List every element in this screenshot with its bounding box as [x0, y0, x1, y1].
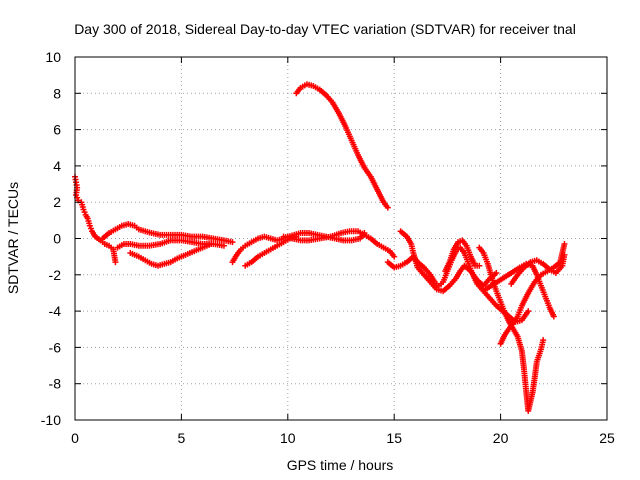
data-point — [384, 204, 391, 211]
x-axis-label: GPS time / hours — [287, 457, 394, 473]
x-tick-label: 0 — [71, 430, 79, 446]
data-point — [391, 253, 398, 260]
series-loop-a — [99, 220, 236, 246]
data-point — [229, 239, 236, 246]
y-tick-label: -2 — [49, 267, 62, 283]
data-point — [561, 240, 568, 247]
data-point — [525, 308, 532, 315]
data-point — [550, 313, 557, 320]
y-tick-label: 0 — [53, 231, 61, 247]
x-tick-label: 5 — [178, 430, 186, 446]
y-tick-label: 6 — [53, 122, 61, 138]
series-segment-22 — [508, 251, 568, 287]
x-tick-label: 25 — [599, 430, 615, 446]
series-segment-19 — [476, 244, 547, 414]
y-tick-label: -8 — [49, 376, 62, 392]
data-point — [540, 337, 547, 344]
series-peak — [293, 81, 391, 211]
x-tick-label: 15 — [386, 430, 402, 446]
y-tick-label: -10 — [41, 412, 61, 428]
data-point — [208, 240, 215, 247]
y-tick-label: 10 — [45, 49, 61, 65]
series-start — [72, 173, 119, 266]
y-tick-label: -4 — [49, 303, 62, 319]
data-point — [220, 242, 227, 249]
data-point — [561, 251, 568, 258]
series-segment-9 — [280, 228, 398, 260]
grid-lines — [75, 57, 607, 420]
series-loop-c — [127, 240, 215, 269]
data-point — [112, 259, 119, 266]
axis-ticks: 0 5 10 15 20 25 -10 -8 -6 -4 -2 0 2 4 6 8 10 — [41, 49, 615, 446]
data-point — [493, 269, 500, 276]
chart-title: Day 300 of 2018, Sidereal Day-to-day VTE… — [74, 21, 576, 37]
series-loop-b — [114, 237, 227, 251]
x-tick-label: 10 — [280, 430, 296, 446]
y-tick-label: 4 — [53, 158, 61, 174]
y-tick-label: 2 — [53, 194, 61, 210]
x-tick-label: 20 — [493, 430, 509, 446]
y-tick-label: -6 — [49, 339, 62, 355]
data-point — [476, 262, 483, 269]
y-tick-label: 8 — [53, 85, 61, 101]
y-axis-label: SDTVAR / TECUs — [5, 182, 21, 294]
series-segment-18 — [442, 237, 483, 275]
data-markers — [72, 81, 568, 414]
